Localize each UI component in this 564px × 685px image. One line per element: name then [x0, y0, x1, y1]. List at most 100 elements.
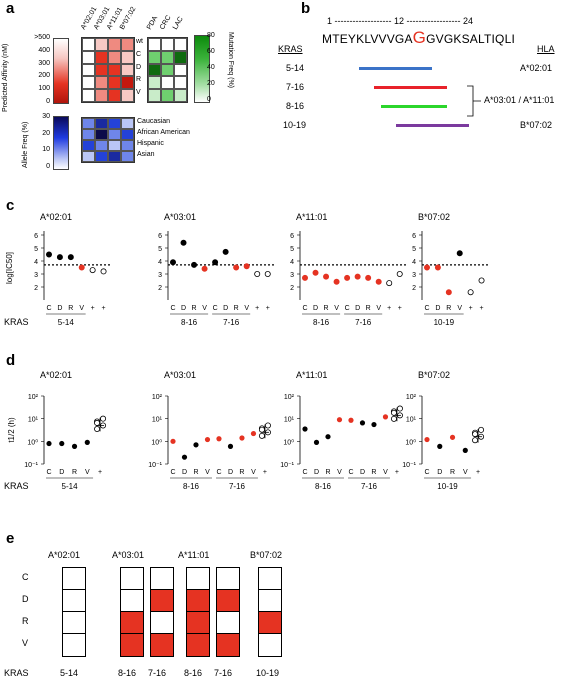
- colorbar-tick: 0: [46, 163, 50, 170]
- heat-cell: [121, 129, 134, 140]
- grid-cell: [121, 568, 143, 590]
- y-tick-label: 10⁰: [405, 438, 416, 446]
- heat-cell: [148, 38, 161, 51]
- control-point: [264, 422, 271, 429]
- sequence-position-ruler: 1 ------------------- 12 ---------------…: [327, 16, 473, 26]
- grid-title: B*07:02: [250, 550, 283, 560]
- affinity-axis-label: Predicted Affinity (nM): [2, 43, 9, 112]
- pos-end: 24: [463, 16, 474, 26]
- group-label: 7-16: [355, 318, 372, 327]
- x-tick-label: +: [101, 305, 105, 312]
- grid-cell: [259, 612, 281, 634]
- data-point: [181, 454, 188, 460]
- affinity-colorbar: [53, 38, 69, 104]
- grid-cell: [151, 568, 173, 590]
- heat-cell: [82, 129, 95, 140]
- grid-cell: [121, 634, 143, 656]
- data-point: [67, 254, 74, 261]
- heat-cell: [174, 63, 187, 77]
- data-point: [46, 440, 52, 447]
- heat-cell: [148, 76, 161, 90]
- data-point: [354, 273, 361, 280]
- mutation-heatmap: [147, 37, 188, 103]
- x-tick-label: D: [360, 469, 365, 476]
- x-tick-label: +: [98, 469, 102, 476]
- x-tick-label: R: [234, 305, 239, 312]
- data-point: [312, 269, 319, 276]
- heat-cell: [121, 38, 134, 51]
- colorbar-tick: 10: [42, 146, 50, 154]
- heat-cell: [121, 63, 134, 77]
- heat-cell: [95, 50, 108, 64]
- x-axis-label: KRAS: [4, 668, 29, 678]
- x-axis-label: KRAS: [4, 481, 29, 491]
- data-point: [424, 436, 430, 443]
- heat-cell: [108, 38, 121, 51]
- heat-cell: [161, 63, 174, 77]
- data-point: [456, 250, 463, 257]
- data-point: [204, 436, 211, 443]
- heat-cell: [121, 140, 134, 151]
- group-label: 8-16: [183, 482, 200, 491]
- y-tick-label: 4: [290, 259, 294, 266]
- data-point: [191, 261, 198, 268]
- data-point: [333, 278, 340, 285]
- grid-cell: [217, 612, 239, 634]
- group-label: 10-19: [437, 482, 458, 491]
- grid-cell: [217, 590, 239, 612]
- x-tick-label: C: [424, 469, 429, 476]
- group-label: 8-16: [118, 668, 137, 678]
- y-axis-label: log[IC50]: [5, 252, 14, 284]
- seq-right: GVGKSALTIQLI: [426, 32, 515, 46]
- immunogenicity-box: [186, 567, 210, 657]
- y-tick-label: 10²: [406, 394, 417, 401]
- x-tick-label: +: [387, 305, 391, 312]
- data-point: [227, 443, 234, 449]
- group-label: 5-14: [58, 318, 75, 327]
- y-tick-label: 6: [158, 233, 162, 240]
- heat-cell: [95, 151, 108, 162]
- grid-title: A*02:01: [48, 550, 81, 560]
- panel-label-e: e: [6, 530, 15, 547]
- heat-cell: [95, 38, 108, 51]
- x-tick-label: C: [170, 469, 175, 476]
- colorbar-tick: 30: [42, 113, 50, 120]
- heat-cell: [95, 89, 108, 102]
- x-tick-label: D: [314, 469, 319, 476]
- data-point: [201, 265, 208, 272]
- allele-heatmap: [81, 117, 135, 163]
- colorbar-tick: 100: [38, 85, 50, 93]
- y-tick-label: 6: [412, 233, 416, 240]
- heat-cell: [82, 76, 95, 90]
- x-tick-label: R: [239, 469, 244, 476]
- heat-cell: [108, 129, 121, 140]
- heatmap-row-label: D: [136, 63, 142, 71]
- heat-cell: [82, 118, 95, 129]
- data-point: [212, 259, 219, 266]
- peptide-range: 10-19: [283, 120, 307, 130]
- data-point: [344, 274, 351, 281]
- heat-cell: [95, 63, 108, 77]
- x-tick-label: R: [366, 305, 371, 312]
- y-tick-label: 4: [158, 259, 162, 266]
- heat-cell: [174, 89, 187, 102]
- x-tick-label: D: [355, 305, 360, 312]
- data-point: [437, 443, 443, 449]
- ruler-dashes-left: -------------------: [334, 16, 392, 26]
- heatmap-column-label: LAC: [171, 15, 185, 31]
- panel-label-d: d: [6, 352, 16, 369]
- peptide-bar: [359, 67, 433, 70]
- x-tick-label: V: [457, 305, 462, 312]
- grid-cell: [63, 612, 85, 634]
- x-tick-label: D: [59, 469, 64, 476]
- peptide-range: 8-16: [286, 101, 305, 111]
- x-tick-label: D: [437, 469, 442, 476]
- group-label: 10-19: [256, 668, 280, 678]
- heat-cell: [82, 140, 95, 151]
- group-label: 8-16: [184, 668, 203, 678]
- x-tick-label: R: [324, 305, 329, 312]
- x-tick-label: V: [205, 469, 210, 476]
- x-tick-label: C: [345, 305, 350, 312]
- allele-axis-label: Allele Freq (%): [22, 121, 29, 168]
- data-point: [250, 430, 257, 437]
